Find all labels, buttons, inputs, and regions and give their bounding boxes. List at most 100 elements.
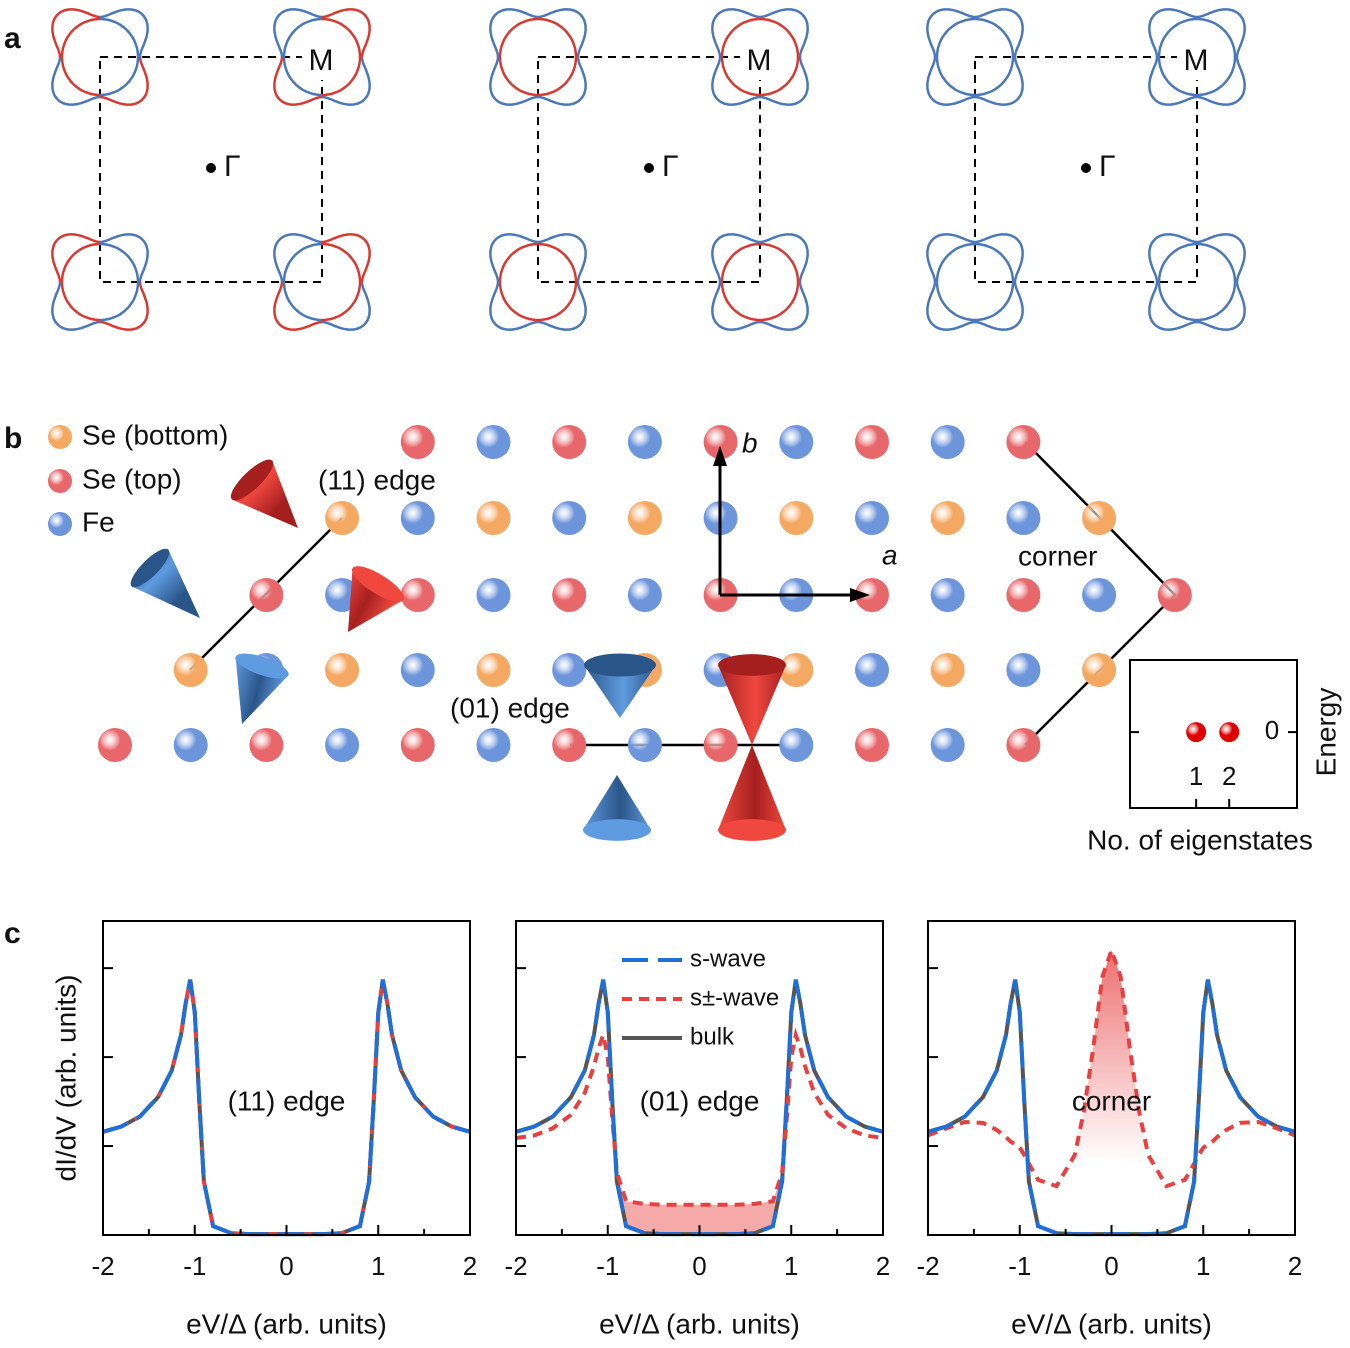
panel-label: a: [4, 22, 21, 55]
atom: [1082, 501, 1117, 535]
atom: [703, 425, 738, 459]
fermi-pocket: [273, 56, 323, 106]
fermi-pocket: [926, 56, 976, 106]
fermi-pocket: [321, 8, 371, 58]
cone-base: [235, 653, 289, 679]
fermi-pocket: [1196, 242, 1237, 322]
x-tick-label: 0: [692, 1251, 706, 1281]
atom: [627, 578, 662, 612]
fermi-pocket: [711, 8, 761, 58]
atom: [476, 501, 511, 535]
fill-area: [616, 1172, 783, 1235]
fermi-pocket: [759, 242, 800, 322]
gamma-point: Γ: [224, 150, 241, 183]
fermi-pocket: [974, 56, 1024, 106]
legend-atom: [48, 512, 72, 536]
atom: [855, 425, 889, 459]
fermi-pocket: [99, 242, 140, 322]
atom: [173, 728, 208, 762]
annotation: corner: [1072, 1085, 1151, 1116]
fermi-pocket: [489, 56, 539, 106]
x-tick-label: -2: [91, 1251, 114, 1281]
atom: [930, 501, 965, 535]
x-tick-label: 0: [279, 1251, 293, 1281]
atom: [930, 653, 965, 687]
atom: [1082, 578, 1117, 612]
axis-label: b: [742, 427, 758, 458]
fermi-pocket: [99, 233, 149, 283]
fermi-pocket: [537, 242, 578, 322]
atom: [400, 501, 435, 535]
x-tick-label: 1: [1189, 761, 1203, 791]
eigenstate: [1186, 722, 1207, 743]
fermi-pocket: [1148, 233, 1198, 283]
cone-base: [230, 459, 274, 501]
atom: [552, 425, 587, 459]
inset-x-label: No. of eigenstates: [1087, 824, 1313, 855]
inset-y-label: Energy: [1310, 688, 1341, 777]
x-tick-label: 1: [1196, 1251, 1210, 1281]
atom: [930, 425, 965, 459]
legend-atom: [48, 425, 72, 449]
gamma-dot: [644, 163, 654, 173]
fermi-pocket: [498, 17, 539, 97]
atom: [1006, 501, 1041, 535]
atom: [779, 501, 814, 535]
fermi-pocket: [759, 281, 809, 331]
atom: [325, 728, 360, 762]
label-bg: [302, 44, 340, 80]
atom: [779, 653, 814, 687]
atom: [855, 501, 889, 535]
atom: [1157, 578, 1192, 612]
fermi-pocket: [926, 281, 976, 331]
x-tick-label: 2: [463, 1251, 477, 1281]
fermi-pocket: [1157, 242, 1198, 322]
fermi-pocket: [1157, 17, 1198, 97]
legend-label: s±-wave: [690, 984, 779, 1011]
arrow-head: [713, 446, 727, 466]
legend-atom: [48, 469, 72, 493]
fermi-pocket: [321, 17, 362, 97]
atom: [930, 728, 965, 762]
fermi-pocket: [282, 242, 323, 322]
atom: [552, 501, 587, 535]
fermi-pocket: [489, 281, 539, 331]
annotation: (11) edge: [228, 1085, 346, 1116]
x-tick-label: -2: [504, 1251, 527, 1281]
atom: [325, 501, 360, 535]
arrow-head: [850, 588, 870, 602]
atom: [476, 728, 511, 762]
fermi-pocket: [321, 242, 362, 322]
cone: [231, 460, 298, 528]
fermi-pocket: [935, 242, 976, 322]
atom: [1006, 653, 1041, 687]
fermi-pocket: [1196, 233, 1246, 283]
atom: [1006, 578, 1041, 612]
atom: [400, 653, 435, 687]
cone: [718, 665, 786, 745]
fermi-pocket: [51, 281, 101, 331]
x-tick-label: 2: [876, 1251, 890, 1281]
fermi-pocket: [711, 56, 761, 106]
fermi-pocket: [1148, 8, 1198, 58]
fermi-pocket: [537, 56, 587, 106]
legend-label: bulk: [690, 1023, 735, 1050]
atom: [400, 578, 435, 612]
fermi-pocket: [282, 17, 323, 97]
cone-base: [130, 548, 170, 588]
x-axis-label: eV/Δ (arb. units): [1011, 1308, 1212, 1339]
legend-label: Se (bottom): [82, 419, 228, 450]
atom: [400, 728, 435, 762]
plot-frame: [102, 920, 471, 1236]
fermi-pocket: [51, 8, 101, 58]
fermi-pocket: [935, 17, 976, 97]
fermi-pocket: [321, 281, 371, 331]
fermi-pocket: [51, 233, 101, 283]
annotation: (01) edge: [640, 1085, 760, 1116]
atom: [779, 728, 814, 762]
atom: [855, 653, 889, 687]
atom: [627, 501, 662, 535]
label-bg: [1177, 44, 1215, 80]
fermi-pocket: [759, 56, 809, 106]
